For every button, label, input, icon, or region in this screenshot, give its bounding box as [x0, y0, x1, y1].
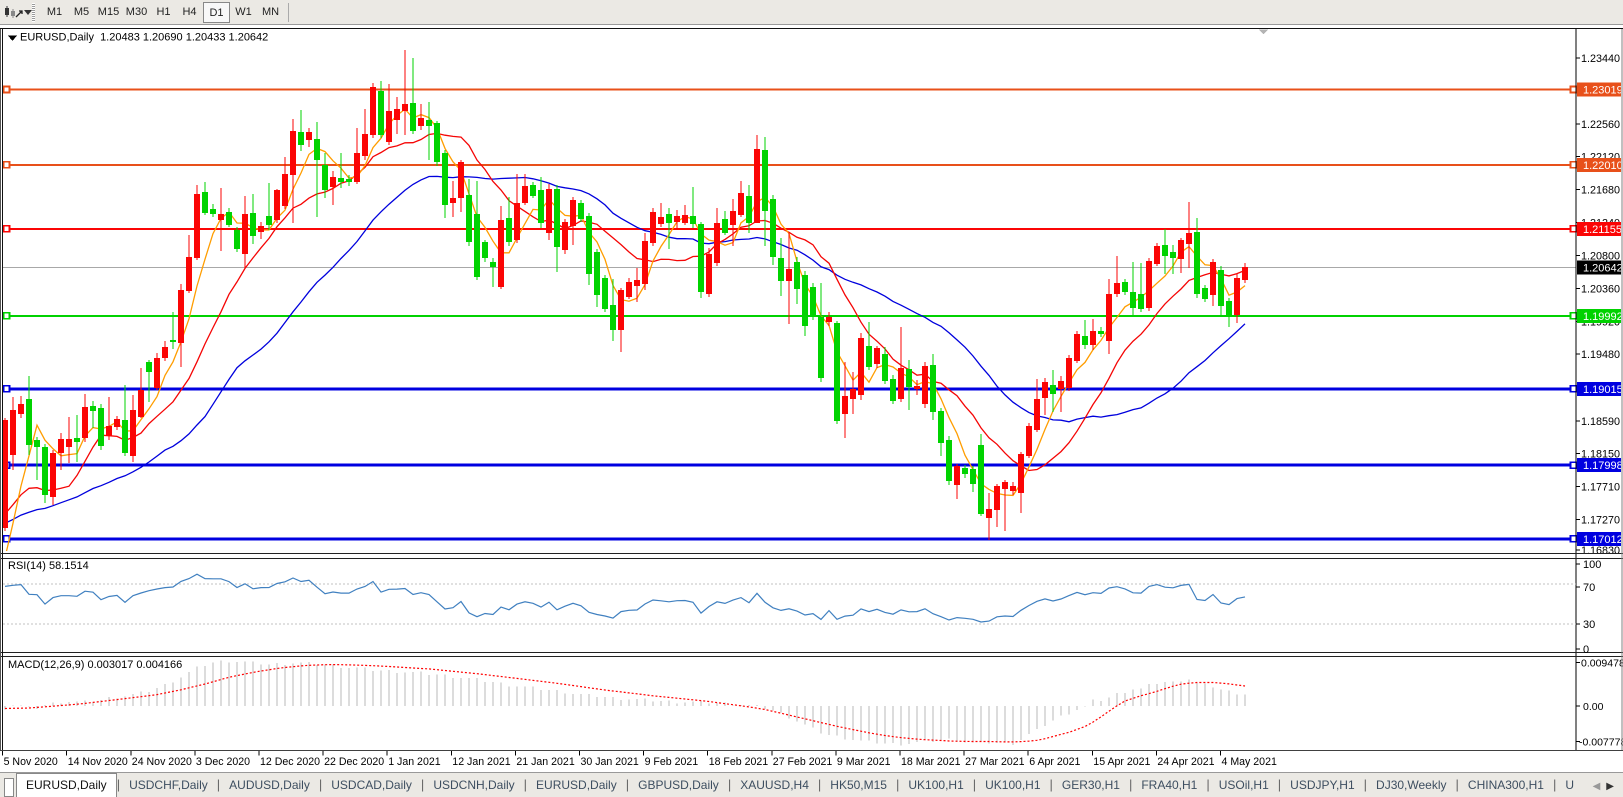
- svg-text:1.18590: 1.18590: [1581, 416, 1620, 428]
- svg-text:MACD(12,26,9) 0.003017 0.00416: MACD(12,26,9) 0.003017 0.004166: [8, 659, 182, 671]
- svg-text:RSI(14) 58.1514: RSI(14) 58.1514: [8, 560, 89, 572]
- svg-text:1 Jan 2021: 1 Jan 2021: [388, 756, 441, 768]
- svg-text:0.00: 0.00: [1583, 701, 1604, 713]
- svg-text:1.16830: 1.16830: [1581, 545, 1620, 557]
- svg-text:14 Nov 2020: 14 Nov 2020: [68, 756, 128, 768]
- svg-text:EURUSD,Daily 1.20483 1.20690: EURUSD,Daily 1.20483 1.20690 1.20433 1.2…: [20, 32, 268, 44]
- svg-text:70: 70: [1583, 582, 1595, 594]
- svg-text:9 Mar 2021: 9 Mar 2021: [837, 756, 891, 768]
- svg-text:1.17998: 1.17998: [1583, 460, 1623, 472]
- svg-text:1.17270: 1.17270: [1581, 515, 1620, 527]
- svg-text:4 May 2021: 4 May 2021: [1222, 756, 1277, 768]
- svg-text:1.21155: 1.21155: [1583, 224, 1622, 236]
- svg-text:9 Feb 2021: 9 Feb 2021: [645, 756, 699, 768]
- svg-text:18 Mar 2021: 18 Mar 2021: [901, 756, 961, 768]
- svg-text:27 Mar 2021: 27 Mar 2021: [965, 756, 1025, 768]
- svg-text:1.17012: 1.17012: [1583, 534, 1623, 546]
- svg-text:30 Jan 2021: 30 Jan 2021: [581, 756, 639, 768]
- svg-text:22 Dec 2020: 22 Dec 2020: [324, 756, 384, 768]
- svg-text:100: 100: [1583, 559, 1601, 571]
- svg-text:12 Jan 2021: 12 Jan 2021: [452, 756, 510, 768]
- svg-text:1.20360: 1.20360: [1581, 283, 1620, 295]
- svg-text:6 Apr 2021: 6 Apr 2021: [1029, 756, 1080, 768]
- svg-text:21 Jan 2021: 21 Jan 2021: [516, 756, 574, 768]
- svg-text:1.23440: 1.23440: [1581, 53, 1620, 65]
- svg-text:12 Dec 2020: 12 Dec 2020: [260, 756, 320, 768]
- svg-text:0: 0: [1583, 644, 1589, 656]
- svg-text:1.17710: 1.17710: [1581, 482, 1620, 494]
- svg-text:1.21680: 1.21680: [1581, 185, 1620, 197]
- svg-text:1.19992: 1.19992: [1583, 311, 1623, 323]
- svg-text:1.20642: 1.20642: [1583, 262, 1623, 274]
- svg-text:1.23019: 1.23019: [1583, 85, 1623, 97]
- svg-text:1.18150: 1.18150: [1581, 449, 1620, 461]
- svg-text:1.22560: 1.22560: [1581, 119, 1620, 131]
- svg-text:3 Dec 2020: 3 Dec 2020: [196, 756, 250, 768]
- svg-text:30: 30: [1583, 619, 1595, 631]
- svg-text:24 Nov 2020: 24 Nov 2020: [132, 756, 192, 768]
- svg-text:1.19480: 1.19480: [1581, 349, 1620, 361]
- svg-text:-0.007778: -0.007778: [1579, 737, 1623, 749]
- svg-text:1.19015: 1.19015: [1583, 384, 1623, 396]
- svg-text:24 Apr 2021: 24 Apr 2021: [1157, 756, 1214, 768]
- svg-text:5 Nov 2020: 5 Nov 2020: [4, 756, 58, 768]
- svg-text:27 Feb 2021: 27 Feb 2021: [773, 756, 833, 768]
- svg-text:18 Feb 2021: 18 Feb 2021: [709, 756, 769, 768]
- svg-text:1.22010: 1.22010: [1583, 160, 1623, 172]
- svg-text:0.009478: 0.009478: [1581, 658, 1623, 670]
- svg-text:1.20800: 1.20800: [1581, 250, 1620, 262]
- svg-text:15 Apr 2021: 15 Apr 2021: [1093, 756, 1150, 768]
